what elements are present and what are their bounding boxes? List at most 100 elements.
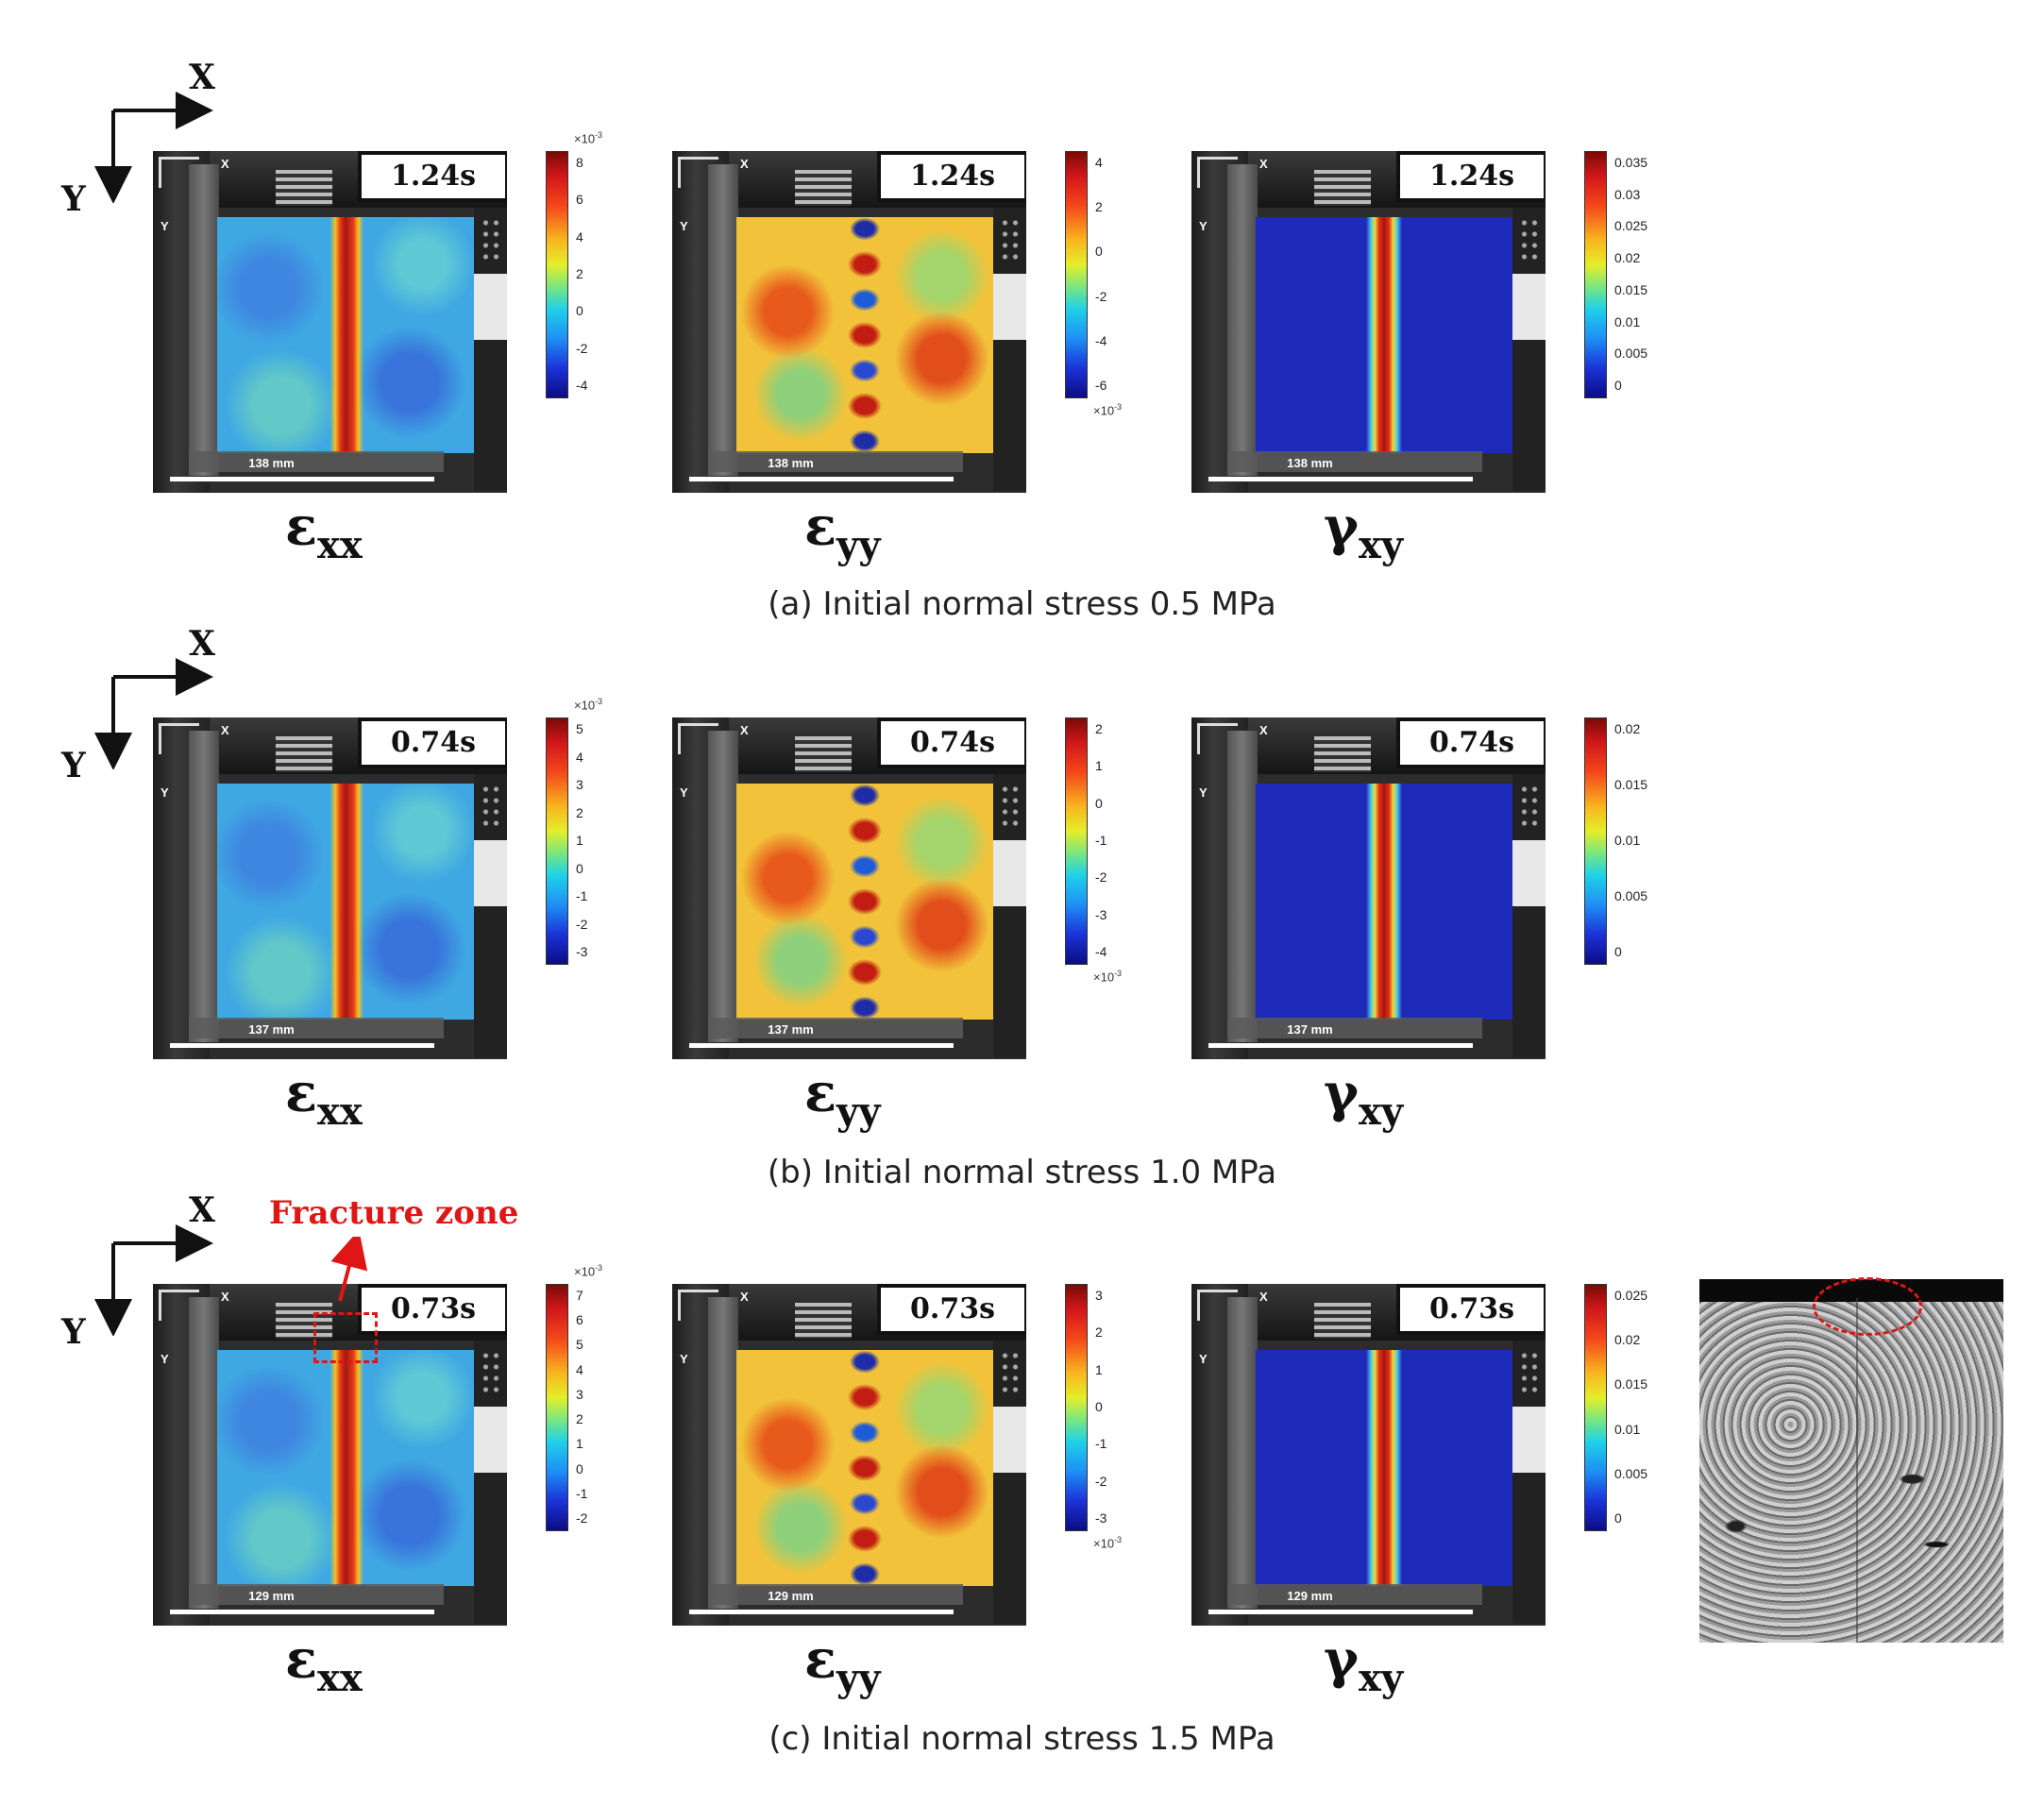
colorbar-tick-label: 0.025 <box>1614 218 1648 234</box>
time-stamp: 1.24s <box>877 151 1026 202</box>
machine-column <box>708 731 738 1042</box>
strain-label-exx: εxx <box>285 1062 363 1134</box>
colorbar-multiplier: ×10-3 <box>574 697 602 712</box>
axes-arrows-icon <box>94 92 213 203</box>
strain-field-gxy <box>1256 217 1512 453</box>
colorbar-tick-label: 2 <box>1095 721 1103 736</box>
colorbar-tick-label: 0.005 <box>1614 888 1648 903</box>
specimen-photo <box>1699 1279 2003 1643</box>
fracture-zone-box <box>313 1312 378 1363</box>
machine-bolts <box>1519 784 1540 831</box>
panel-axis-corner <box>678 1290 718 1321</box>
dic-panel-gxy: X Y 137 mm 0.74s <box>1191 717 1546 1059</box>
row-caption-b: (b) Initial normal stress 1.0 MPa <box>767 1154 1277 1191</box>
colorbar-tick-label: 4 <box>576 228 583 245</box>
scale-background <box>189 1584 444 1605</box>
colorbar-tick-label: 1 <box>1095 758 1103 774</box>
strain-symbol: γ <box>1324 1628 1359 1691</box>
scale-background <box>708 1018 963 1038</box>
colorbar <box>1065 1284 1088 1531</box>
machine-bolts <box>1000 1350 1021 1397</box>
axis-x-label: X <box>189 1190 215 1230</box>
load-spring <box>276 736 332 772</box>
colorbar-tick-label: 0.01 <box>1614 833 1641 848</box>
machine-column <box>1227 731 1258 1042</box>
dic-panel-exx: X Y 138 mm 1.24s <box>153 151 507 493</box>
scale-label: 137 mm <box>768 1022 814 1037</box>
colorbar <box>546 717 568 965</box>
scale-background <box>1227 1584 1482 1605</box>
strain-subscript: yy <box>836 1656 881 1700</box>
row-caption-c: (c) Initial normal stress 1.5 MPa <box>769 1720 1275 1758</box>
scale-bar <box>689 1610 954 1614</box>
strain-symbol: ε <box>804 1062 837 1124</box>
row-caption-a: (a) Initial normal stress 0.5 MPa <box>768 585 1276 623</box>
panel-axis-corner <box>159 723 199 754</box>
colorbar-tick-label: -2 <box>1095 288 1107 304</box>
machine-bolts <box>481 784 501 831</box>
panel-axis-x: X <box>740 723 749 737</box>
machine-bolts <box>481 1350 501 1397</box>
colorbar-tick-label: -2 <box>1095 869 1107 886</box>
panel-axis-corner <box>678 723 718 754</box>
strain-subscript: xy <box>1358 1089 1404 1134</box>
colorbar-tick-label: 4 <box>576 1361 583 1377</box>
load-spring <box>1314 1303 1371 1339</box>
colorbar-tick-label: 0 <box>576 860 583 876</box>
time-stamp: 0.74s <box>1396 717 1546 768</box>
scale-background <box>1227 1018 1482 1038</box>
colorbar-tick-label: -4 <box>1095 332 1107 348</box>
colorbar-tick-label: -3 <box>1095 906 1107 922</box>
scale-bar <box>1208 1610 1473 1614</box>
strain-label-eyy: εyy <box>804 496 881 567</box>
panel-axis-y: Y <box>680 1352 688 1366</box>
strain-subscript: xy <box>1358 523 1404 567</box>
colorbar-tick-label: 0 <box>576 303 583 319</box>
panel-axis-x: X <box>221 1290 229 1304</box>
strain-subscript: xx <box>317 1656 363 1700</box>
strain-label-exx: εxx <box>285 496 363 567</box>
scale-bar <box>170 1610 434 1614</box>
machine-right-plate <box>1512 274 1546 340</box>
colorbar-tick-label: 0.015 <box>1614 777 1648 792</box>
colorbar <box>1584 717 1607 965</box>
colorbar-tick-label: 6 <box>576 192 583 208</box>
panel-axis-corner <box>1197 1290 1238 1321</box>
panel-axis-y: Y <box>1199 1352 1208 1366</box>
panel-axis-x: X <box>740 157 749 171</box>
strain-subscript: xx <box>317 1089 363 1134</box>
panel-axis-corner <box>1197 723 1238 754</box>
colorbar-tick-label: 1 <box>1095 1361 1103 1377</box>
load-spring <box>1314 736 1371 772</box>
time-stamp: 0.74s <box>877 717 1026 768</box>
colorbar-tick-label: -4 <box>576 378 588 393</box>
time-stamp: 1.24s <box>358 151 507 202</box>
colorbar-tick-label: -3 <box>1095 1510 1107 1526</box>
colorbar-tick-label: 3 <box>576 777 583 792</box>
colorbar-tick-label: 0.035 <box>1614 155 1648 170</box>
axis-y-label: Y <box>61 179 86 219</box>
strain-field-eyy <box>736 1350 993 1586</box>
dic-panel-gxy: X Y 129 mm 0.73s <box>1191 1284 1546 1626</box>
colorbar-tick-label: 0 <box>1095 1399 1103 1414</box>
time-stamp: 0.73s <box>1396 1284 1546 1335</box>
multiplier-exponent: -3 <box>595 130 603 140</box>
colorbar-tick-label: 0 <box>1095 244 1103 260</box>
scale-background <box>1227 451 1482 472</box>
panel-axis-corner <box>678 157 718 188</box>
colorbar-tick-label: 2 <box>1095 199 1103 215</box>
colorbar-tick-label: -4 <box>1095 944 1107 959</box>
strain-label-gxy: γxy <box>1324 1628 1403 1700</box>
colorbar-tick-label: -2 <box>576 916 588 932</box>
strain-symbol: ε <box>285 1628 318 1691</box>
scale-label: 137 mm <box>248 1022 295 1037</box>
strain-subscript: yy <box>836 1089 881 1134</box>
machine-bolts <box>481 217 501 264</box>
colorbar-tick-label: 0 <box>1614 1510 1622 1526</box>
scale-bar <box>170 477 434 481</box>
machine-column <box>189 164 219 476</box>
colorbar-tick-label: 0.02 <box>1614 1332 1641 1348</box>
axes-arrows-icon <box>94 1224 213 1336</box>
